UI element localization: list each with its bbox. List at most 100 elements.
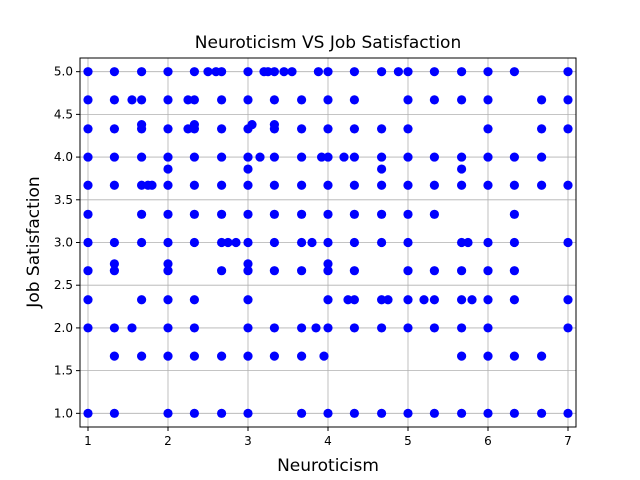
scatter-point [243, 164, 253, 174]
scatter-point [429, 295, 439, 305]
scatter-point [83, 67, 93, 77]
scatter-point [223, 237, 233, 248]
scatter-point [457, 323, 467, 333]
x-axis-label: Neuroticism [277, 456, 379, 476]
scatter-point [287, 67, 297, 77]
scatter-point [217, 266, 227, 276]
scatter-point [297, 180, 307, 190]
scatter-point [109, 95, 119, 105]
scatter-point [243, 67, 253, 77]
scatter-point [339, 152, 349, 162]
scatter-point [457, 408, 467, 418]
scatter-point [203, 67, 213, 77]
scatter-point [163, 259, 173, 269]
scatter-point [263, 67, 273, 77]
scatter-point [243, 266, 253, 276]
scatter-point [137, 295, 147, 305]
scatter-point [537, 180, 547, 190]
y-tick-label: 4.5 [54, 107, 73, 121]
scatter-point [483, 237, 493, 248]
scatter-point [429, 95, 439, 105]
scatter-point [377, 237, 387, 248]
scatter-point [403, 67, 413, 77]
scatter-point [509, 408, 519, 418]
scatter-point [483, 95, 493, 105]
x-tick-label: 5 [404, 434, 412, 448]
scatter-point [317, 152, 327, 162]
scatter-point [383, 295, 393, 305]
scatter-point [217, 408, 227, 418]
scatter-point [537, 124, 547, 134]
scatter-point [137, 124, 147, 134]
scatter-point [377, 209, 387, 219]
scatter-point [189, 67, 199, 77]
scatter-point [163, 323, 173, 333]
x-tick-label: 3 [244, 434, 252, 448]
scatter-point [137, 209, 147, 219]
scatter-point [403, 124, 413, 134]
scatter-point [269, 152, 279, 162]
y-tick-label: 5.0 [54, 65, 73, 79]
scatter-point [297, 124, 307, 134]
y-tick-label: 3.0 [54, 236, 73, 250]
scatter-point [323, 266, 333, 276]
scatter-point [243, 180, 253, 190]
scatter-point [403, 95, 413, 105]
scatter-point [137, 95, 147, 105]
scatter-point [83, 295, 93, 305]
scatter-point [311, 323, 321, 333]
scatter-point [243, 323, 253, 333]
y-tick-label: 1.5 [54, 364, 73, 378]
scatter-point [137, 152, 147, 162]
scatter-point [349, 295, 359, 305]
scatter-point [109, 124, 119, 134]
scatter-point [83, 209, 93, 219]
scatter-point [563, 95, 573, 105]
y-axis-label: Job Satisfaction [24, 176, 44, 308]
scatter-point [463, 237, 473, 248]
scatter-point [323, 67, 333, 77]
scatter-point [349, 124, 359, 134]
scatter-point [109, 259, 119, 269]
scatter-point [403, 180, 413, 190]
scatter-point [403, 237, 413, 248]
scatter-point [377, 124, 387, 134]
scatter-point [189, 124, 199, 134]
scatter-point [297, 152, 307, 162]
scatter-point [509, 67, 519, 77]
y-tick-label: 4.0 [54, 150, 73, 164]
scatter-point [217, 351, 227, 361]
scatter-point [231, 237, 241, 248]
axis-ticks: 1 2 3 4 5 6 7 1.0 1.5 2.0 2.5 3.0 3.5 4.0 4.5 5.0 [54, 65, 572, 448]
scatter-point [457, 351, 467, 361]
scatter-point [243, 152, 253, 162]
scatter-point [189, 209, 199, 219]
scatter-point [349, 209, 359, 219]
scatter-point [323, 209, 333, 219]
scatter-point [243, 237, 253, 248]
scatter-point [509, 237, 519, 248]
scatter-point [269, 95, 279, 105]
scatter-point [243, 209, 253, 219]
scatter-point [509, 351, 519, 361]
scatter-point [509, 180, 519, 190]
scatter-point [563, 237, 573, 248]
scatter-point [269, 180, 279, 190]
scatter-point [279, 67, 289, 77]
scatter-point [403, 408, 413, 418]
scatter-point [323, 124, 333, 134]
scatter-point [349, 323, 359, 333]
scatter-point [349, 408, 359, 418]
scatter-point [323, 152, 333, 162]
scatter-point [109, 408, 119, 418]
scatter-point [297, 95, 307, 105]
scatter-point [269, 209, 279, 219]
scatter-point [269, 266, 279, 276]
scatter-point [297, 351, 307, 361]
scatter-point [349, 95, 359, 105]
scatter-point [163, 164, 173, 174]
scatter-point [457, 266, 467, 276]
scatter-point [483, 295, 493, 305]
scatter-point [483, 266, 493, 276]
